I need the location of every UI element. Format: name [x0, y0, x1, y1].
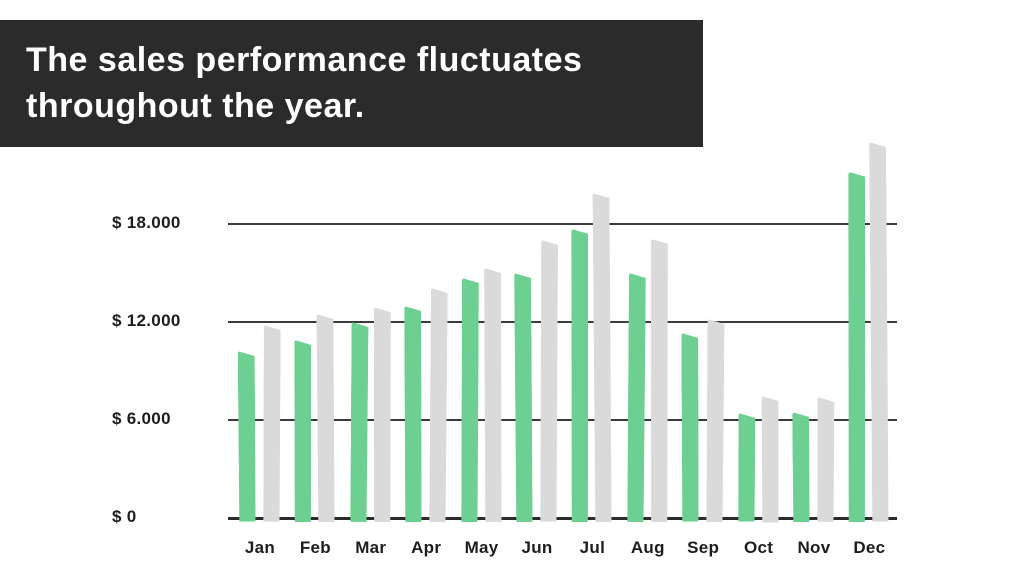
bar-mar-green — [350, 322, 369, 522]
title-banner: The sales performance fluctuates through… — [0, 20, 703, 147]
x-axis-label-apr: Apr — [411, 538, 442, 557]
x-axis-label-jun: Jun — [521, 538, 553, 557]
bar-mar-gray — [373, 307, 391, 522]
bar-aug-gray — [650, 238, 668, 522]
bar-oct-gray — [761, 395, 778, 522]
bar-dec-gray — [869, 142, 889, 522]
bar-jun-green — [514, 273, 533, 522]
bar-apr-green — [404, 306, 422, 522]
slide-title-line-1: The sales performance fluctuates — [26, 41, 583, 79]
x-axis-label-jul: Jul — [579, 538, 606, 557]
bar-sep-green — [681, 333, 699, 522]
x-axis-label-aug: Aug — [630, 538, 665, 557]
bar-jan-green — [238, 351, 256, 522]
x-axis-label-jan: Jan — [244, 538, 276, 557]
x-axis-label-nov: Nov — [797, 538, 831, 557]
bar-jul-gray — [593, 193, 613, 522]
bar-sep-gray — [706, 319, 725, 522]
bar-nov-green — [792, 412, 810, 522]
bar-jun-gray — [540, 240, 558, 522]
bar-dec-green — [848, 171, 866, 522]
x-axis-label-oct: Oct — [743, 538, 774, 557]
x-axis-label-sep: Sep — [687, 538, 720, 557]
gridline-18000 — [228, 223, 897, 225]
x-axis-label-mar: Mar — [355, 538, 387, 557]
bar-nov-gray — [817, 397, 834, 522]
bar-may-gray — [484, 268, 502, 522]
bar-feb-gray — [317, 314, 336, 522]
bar-feb-green — [294, 339, 312, 522]
y-axis-tick-label: $ 12.000 — [112, 311, 181, 330]
x-axis-label-feb: Feb — [299, 538, 331, 557]
y-axis-tick-label: $ 6.000 — [112, 409, 171, 428]
x-axis-label-dec: Dec — [853, 538, 886, 557]
x-axis-label-may: May — [464, 538, 499, 557]
bar-oct-green — [738, 413, 755, 522]
bar-jan-gray — [263, 325, 281, 522]
bar-aug-green — [627, 273, 646, 522]
x-axis-line — [228, 517, 897, 520]
bar-jul-green — [571, 228, 589, 522]
y-axis-tick-label: $ 0 — [112, 507, 137, 526]
bar-apr-gray — [429, 288, 448, 522]
gridline-6000 — [228, 419, 897, 421]
slide-title-line-2: throughout the year. — [26, 87, 365, 125]
gridline-12000 — [228, 321, 897, 323]
bar-may-green — [461, 278, 479, 522]
y-axis-tick-label: $ 18.000 — [112, 213, 181, 232]
